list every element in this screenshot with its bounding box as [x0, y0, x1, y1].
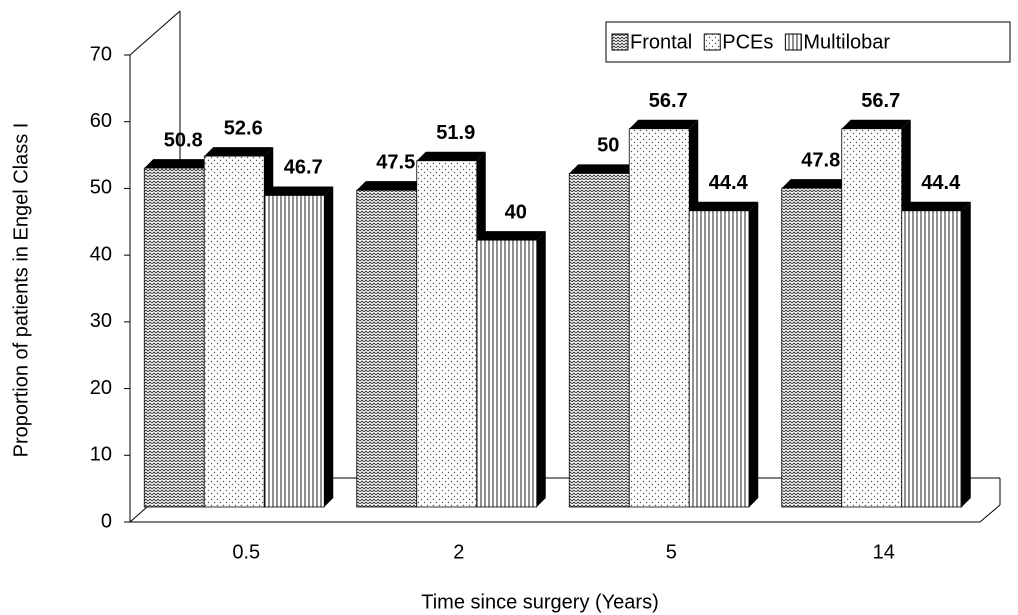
bar-top: [901, 201, 971, 211]
bar-top: [629, 119, 699, 129]
bar: [781, 187, 843, 508]
y-tick-label: 10: [90, 444, 112, 466]
legend-label: PCEs: [722, 31, 773, 53]
value-label: 46.7: [284, 157, 323, 179]
legend-swatch: [611, 33, 629, 51]
y-tick-label: 30: [90, 310, 112, 332]
value-label: 44.4: [709, 172, 749, 194]
value-label: 52.6: [224, 117, 263, 139]
bar-top: [689, 201, 759, 211]
x-tick-label: 2: [453, 541, 464, 563]
bar-top: [264, 186, 334, 196]
legend-label: Multilobar: [803, 31, 890, 53]
y-axis-title: Proportion of patients in Engel Class I: [10, 123, 32, 458]
value-label: 56.7: [861, 90, 900, 112]
y-tick-label: 60: [90, 110, 112, 132]
bar: [841, 128, 903, 508]
legend-box: [605, 21, 1011, 63]
bar: [143, 167, 205, 508]
y-tick-label: 0: [101, 510, 112, 532]
bar: [628, 128, 690, 508]
x-tick-label: 0.5: [232, 541, 260, 563]
x-tick-label: 5: [666, 541, 677, 563]
bar-top: [476, 231, 546, 241]
value-label: 47.8: [801, 149, 840, 171]
legend-swatch: [703, 33, 721, 51]
value-label: 56.7: [649, 90, 688, 112]
legend-label: Frontal: [630, 31, 692, 53]
bar-top: [841, 119, 911, 129]
x-axis-title: Time since surgery (Years): [421, 591, 658, 613]
bar-top: [569, 164, 639, 174]
y-tick-label: 50: [90, 177, 112, 199]
legend-swatch: [784, 33, 802, 51]
bar: [476, 239, 538, 508]
bar-top: [416, 151, 486, 161]
value-label: 44.4: [921, 172, 961, 194]
bar: [356, 189, 418, 508]
bar-side: [961, 201, 971, 507]
bar: [901, 210, 963, 508]
bar-top: [356, 181, 426, 191]
value-label: 50.8: [164, 129, 203, 151]
y-tick-label: 70: [90, 43, 112, 65]
bar-side: [536, 231, 546, 507]
bar: [688, 210, 750, 508]
value-label: 47.5: [376, 151, 415, 173]
bar-side: [749, 201, 759, 507]
y-tick-label: 40: [90, 243, 112, 265]
bar: [263, 195, 325, 508]
bar: [568, 173, 630, 508]
value-label: 40: [505, 201, 527, 223]
x-tick-label: 14: [873, 541, 895, 563]
y-tick-label: 20: [90, 377, 112, 399]
bar-side: [324, 186, 334, 508]
value-label: 50: [597, 135, 619, 157]
bar-top: [204, 147, 274, 157]
value-label: 51.9: [436, 122, 475, 144]
bar: [416, 160, 478, 508]
bar-top: [144, 159, 214, 169]
bar: [203, 155, 265, 508]
bar-top: [781, 179, 851, 189]
